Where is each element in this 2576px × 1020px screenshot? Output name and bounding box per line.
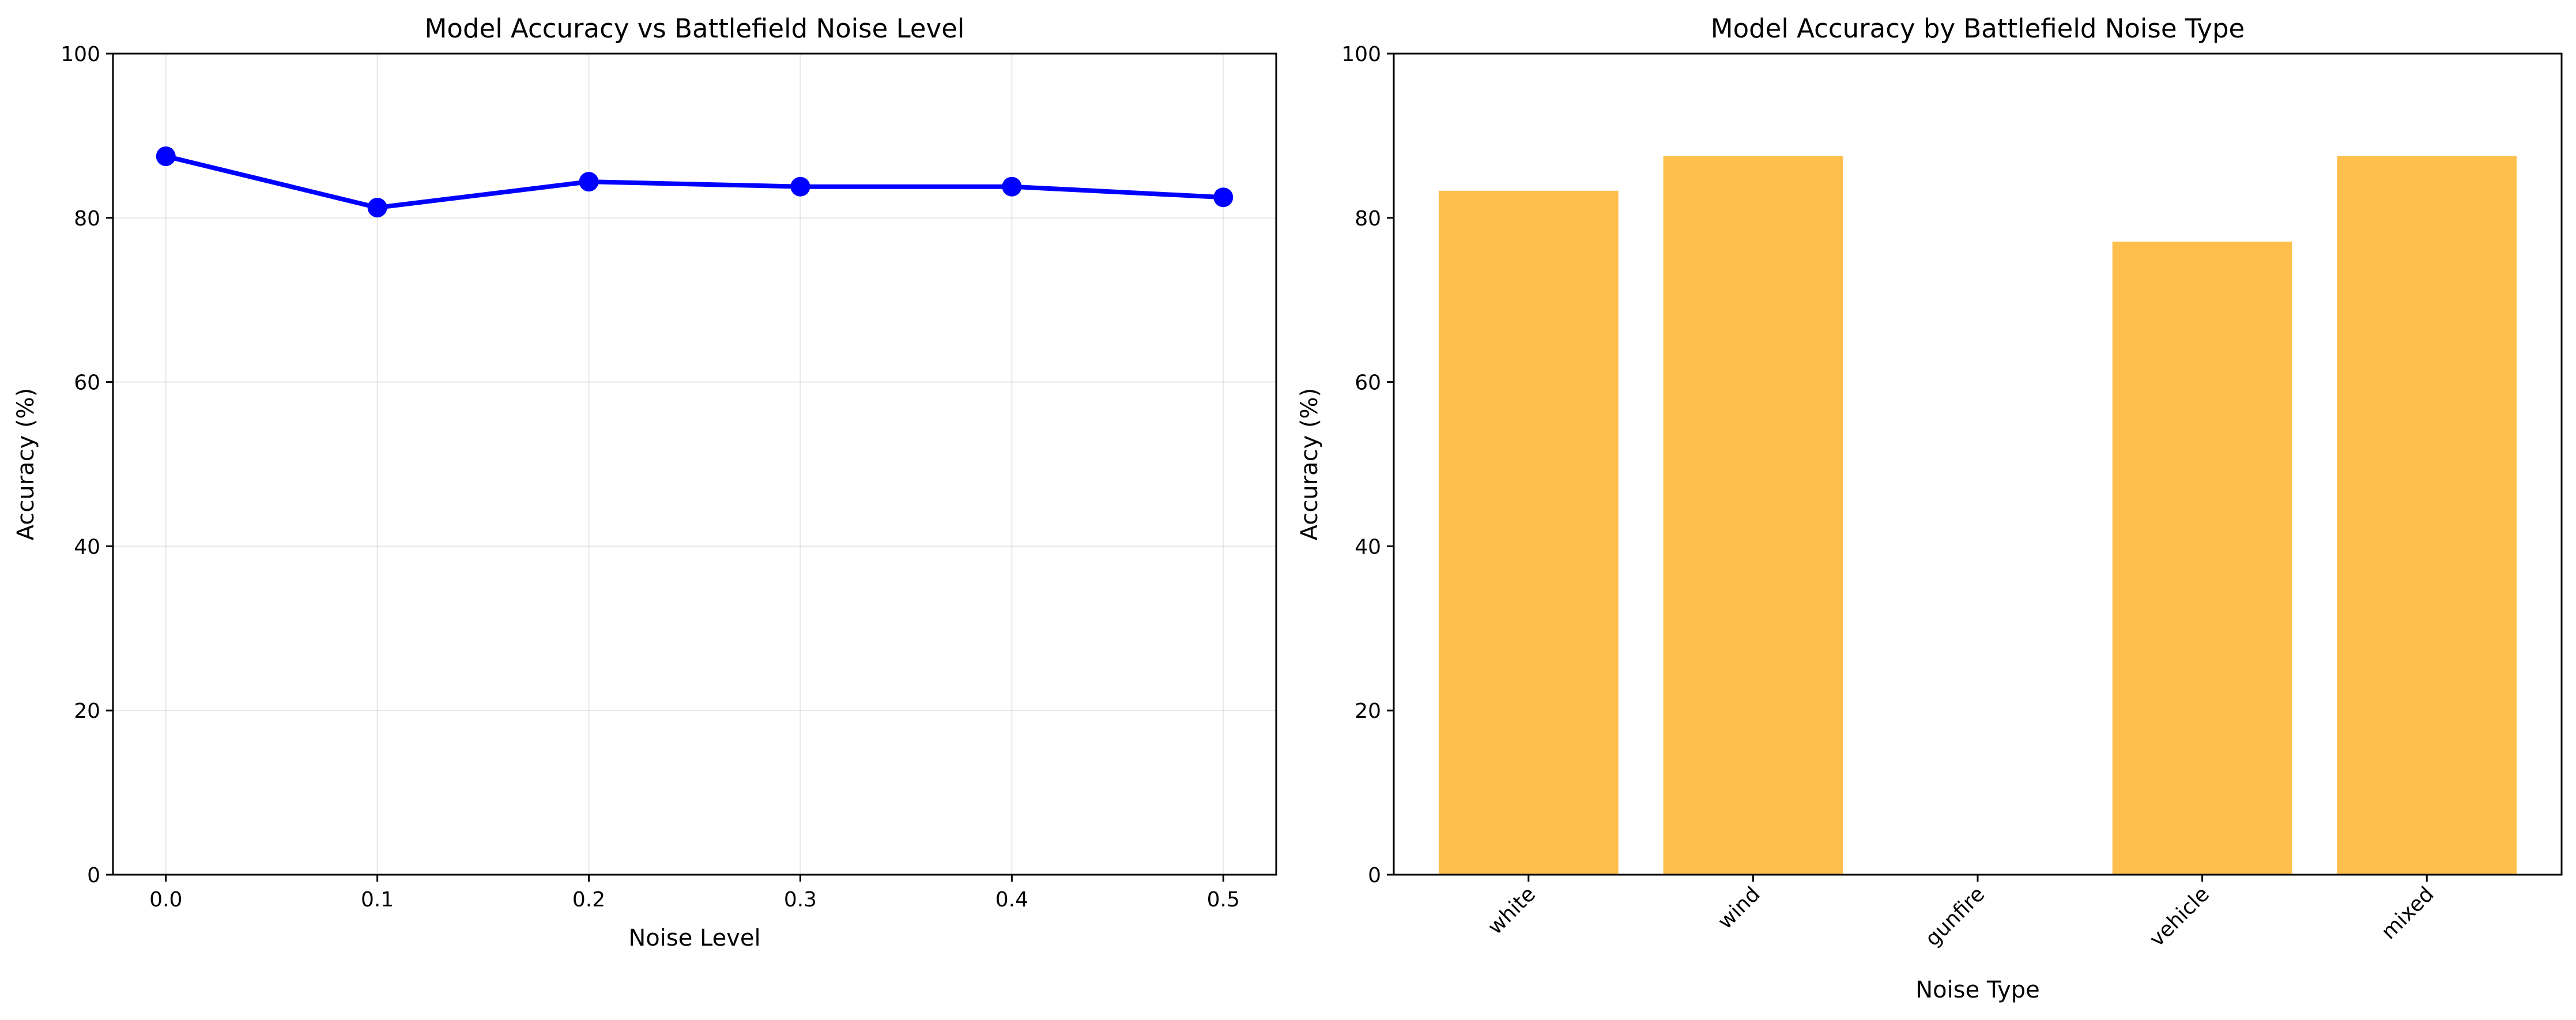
- bar-mixed: [2337, 156, 2517, 875]
- line-chart-x-tick-label: 0.3: [784, 888, 817, 912]
- line-chart-y-tick-label: 20: [74, 699, 100, 723]
- bar-chart-x-tick-label: mixed: [2377, 882, 2439, 944]
- line-chart-x-tick-label: 0.1: [361, 888, 394, 912]
- line-chart-x-tick-label: 0.5: [1207, 888, 1240, 912]
- line-chart-frame: [112, 52, 1277, 876]
- bar-chart-y-ticks: 0 20 40 60 80 100: [1341, 43, 1394, 887]
- bar-chart-x-axis-label: Noise Type: [1915, 977, 2040, 1003]
- line-chart-point: [579, 172, 599, 192]
- line-chart-point: [1213, 187, 1234, 208]
- line-chart-y-tick-label: 0: [87, 864, 100, 887]
- bar-chart-y-axis-label: Accuracy (%): [1296, 388, 1323, 541]
- bar-chart-y-tick-label: 0: [1368, 864, 1381, 887]
- bar-chart-y-tick-label: 20: [1355, 699, 1381, 723]
- line-chart-y-tick-label: 100: [61, 43, 100, 66]
- line-chart-point: [1002, 176, 1022, 197]
- bar-chart-y-tick-label: 80: [1355, 207, 1381, 231]
- line-chart-y-axis-label: Accuracy (%): [13, 388, 39, 541]
- bar-chart-frame: [1393, 52, 2563, 876]
- bar-chart-y-tick-label: 100: [1341, 43, 1381, 66]
- line-chart-y-tick-label: 40: [74, 535, 100, 559]
- line-chart-series: [156, 146, 1234, 217]
- bar-chart-x-tick-label: gunfire: [1921, 882, 1989, 951]
- bar-chart-y-tick-label: 40: [1355, 535, 1381, 559]
- line-chart-point: [790, 176, 810, 197]
- bar-chart-x-ticks: white wind gunfire vehicle mixed: [1483, 875, 2439, 951]
- line-chart-x-tick-label: 0.0: [149, 888, 182, 912]
- bar-chart-x-tick-label: white: [1483, 882, 1540, 939]
- bar-chart-x-tick-label: wind: [1714, 882, 1765, 934]
- line-chart-x-ticks: 0.0 0.1 0.2 0.3 0.4 0.5: [149, 875, 1240, 912]
- bar-wind: [1663, 156, 1843, 875]
- line-chart-x-tick-label: 0.2: [572, 888, 605, 912]
- line-chart-title: Model Accuracy vs Battlefield Noise Leve…: [425, 13, 965, 44]
- bar-chart: Model Accuracy by Battlefield Noise Type…: [1296, 13, 2563, 1003]
- line-chart: Model Accuracy vs Battlefield Noise Leve…: [13, 13, 1277, 951]
- line-chart-y-tick-label: 80: [74, 207, 100, 231]
- bar-white: [1438, 190, 1619, 875]
- line-chart-x-axis-label: Noise Level: [628, 925, 760, 951]
- line-chart-y-ticks: 0 20 40 60 80 100: [61, 43, 113, 887]
- bar-chart-title: Model Accuracy by Battlefield Noise Type: [1711, 13, 2245, 44]
- line-chart-y-tick-label: 60: [74, 371, 100, 395]
- bar-chart-bars: [1438, 156, 2517, 875]
- bar-chart-y-tick-label: 60: [1355, 371, 1381, 395]
- line-chart-point: [367, 198, 387, 217]
- line-chart-x-tick-label: 0.4: [995, 888, 1028, 912]
- line-chart-grid: [113, 53, 1276, 875]
- line-chart-point: [156, 146, 176, 166]
- line-chart-series-line: [165, 154, 1224, 210]
- bar-chart-x-tick-label: vehicle: [2145, 882, 2214, 951]
- bar-vehicle: [2112, 242, 2292, 875]
